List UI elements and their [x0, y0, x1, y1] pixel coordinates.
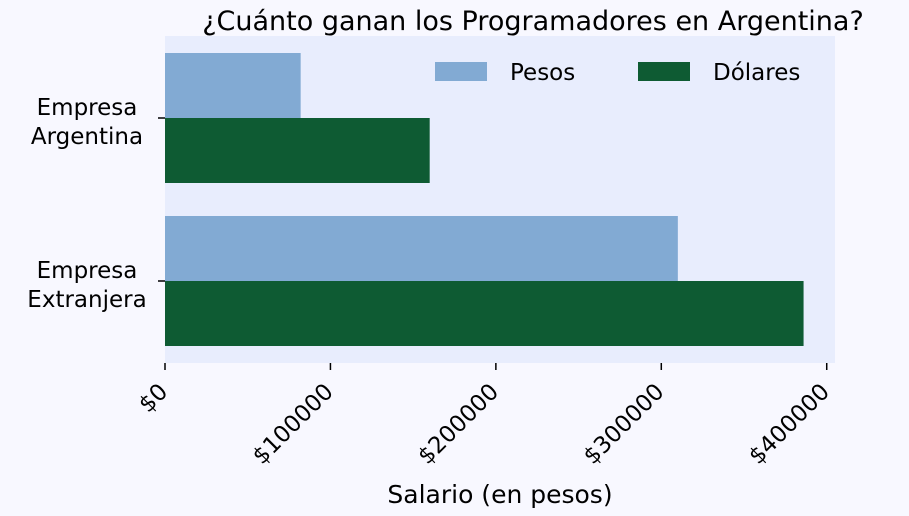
x-axis: $0 $100000 $200000 $300000 $400000 [134, 363, 835, 470]
legend: Pesos Dólares [435, 60, 800, 86]
y-tick-label: Empresa Extranjera [27, 258, 146, 313]
bar-pesos-1 [165, 216, 678, 281]
chart-title: ¿Cuánto ganan los Programadores en Argen… [202, 6, 864, 37]
y-tick-label: Empresa Argentina [31, 95, 143, 150]
bar-pesos-0 [165, 53, 301, 118]
y-tick-label-line: Empresa [37, 258, 138, 284]
y-tick-label-line: Extranjera [27, 287, 146, 313]
x-tick-label: $400000 [744, 379, 835, 470]
legend-label-1: Dólares [713, 60, 800, 86]
legend-swatch-0 [435, 62, 487, 81]
bars-group [165, 53, 804, 346]
x-axis-label: Salario (en pesos) [387, 480, 612, 509]
x-tick-label: $0 [134, 379, 173, 418]
x-tick-label: $200000 [413, 379, 504, 470]
x-tick-label: $300000 [579, 379, 670, 470]
legend-swatch-1 [638, 62, 690, 81]
y-axis: Empresa Argentina Empresa Extranjera [27, 95, 165, 313]
y-tick-label-line: Argentina [31, 124, 143, 150]
legend-label-0: Pesos [510, 60, 575, 86]
y-tick-label-line: Empresa [37, 95, 138, 121]
x-tick-label: $100000 [248, 379, 339, 470]
bar-dlares-1 [165, 281, 804, 346]
bar-dlares-0 [165, 118, 430, 183]
